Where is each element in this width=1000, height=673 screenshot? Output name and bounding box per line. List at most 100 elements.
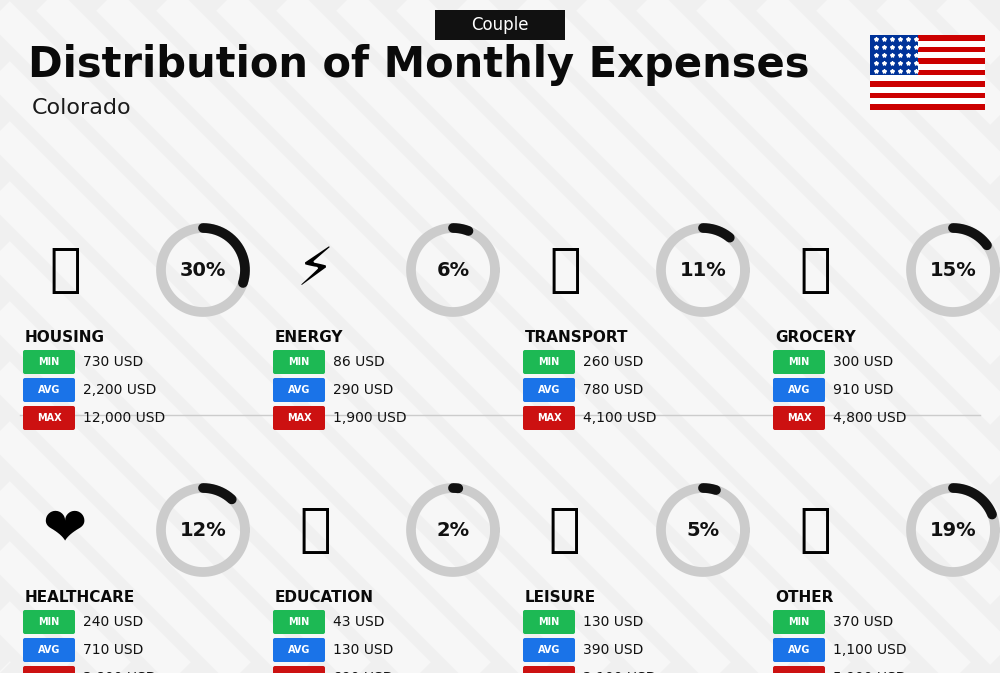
FancyBboxPatch shape: [870, 52, 985, 58]
Text: 4,100 USD: 4,100 USD: [583, 411, 656, 425]
Text: 12%: 12%: [180, 520, 226, 540]
FancyBboxPatch shape: [273, 406, 325, 430]
Text: 4,800 USD: 4,800 USD: [833, 411, 906, 425]
Text: Colorado: Colorado: [32, 98, 132, 118]
Text: HEALTHCARE: HEALTHCARE: [25, 590, 135, 605]
Text: 390 USD: 390 USD: [583, 643, 643, 657]
Text: 780 USD: 780 USD: [583, 383, 643, 397]
Text: 🚌: 🚌: [549, 244, 581, 296]
FancyBboxPatch shape: [523, 666, 575, 673]
FancyBboxPatch shape: [523, 610, 575, 634]
FancyBboxPatch shape: [870, 58, 985, 64]
FancyBboxPatch shape: [870, 75, 985, 81]
Text: 5,900 USD: 5,900 USD: [833, 671, 906, 673]
FancyBboxPatch shape: [870, 35, 918, 75]
FancyBboxPatch shape: [773, 610, 825, 634]
FancyBboxPatch shape: [870, 87, 985, 93]
Text: MIN: MIN: [538, 357, 560, 367]
Text: AVG: AVG: [38, 645, 60, 655]
FancyBboxPatch shape: [435, 10, 565, 40]
Text: 260 USD: 260 USD: [583, 355, 643, 369]
Text: MIN: MIN: [288, 357, 310, 367]
Text: MIN: MIN: [538, 617, 560, 627]
Text: MAX: MAX: [537, 413, 561, 423]
FancyBboxPatch shape: [870, 98, 985, 104]
Text: AVG: AVG: [38, 385, 60, 395]
Text: 3,800 USD: 3,800 USD: [83, 671, 156, 673]
Text: MIN: MIN: [288, 617, 310, 627]
Text: AVG: AVG: [288, 385, 310, 395]
FancyBboxPatch shape: [523, 350, 575, 374]
Text: MIN: MIN: [38, 357, 60, 367]
FancyBboxPatch shape: [273, 638, 325, 662]
FancyBboxPatch shape: [870, 69, 985, 75]
Text: MIN: MIN: [788, 357, 810, 367]
FancyBboxPatch shape: [870, 35, 985, 110]
Text: 130 USD: 130 USD: [583, 615, 643, 629]
FancyBboxPatch shape: [273, 350, 325, 374]
Text: LEISURE: LEISURE: [525, 590, 596, 605]
Text: MAX: MAX: [287, 413, 311, 423]
Text: HOUSING: HOUSING: [25, 330, 105, 345]
Text: 12,000 USD: 12,000 USD: [83, 411, 165, 425]
FancyBboxPatch shape: [773, 638, 825, 662]
Text: ❤️: ❤️: [43, 504, 87, 556]
FancyBboxPatch shape: [773, 406, 825, 430]
FancyBboxPatch shape: [870, 35, 985, 41]
Text: 30%: 30%: [180, 260, 226, 279]
FancyBboxPatch shape: [870, 64, 985, 69]
FancyBboxPatch shape: [273, 666, 325, 673]
Text: 15%: 15%: [930, 260, 976, 279]
Text: EDUCATION: EDUCATION: [275, 590, 374, 605]
Text: OTHER: OTHER: [775, 590, 833, 605]
FancyBboxPatch shape: [273, 378, 325, 402]
FancyBboxPatch shape: [773, 378, 825, 402]
Text: AVG: AVG: [788, 645, 810, 655]
Text: TRANSPORT: TRANSPORT: [525, 330, 629, 345]
Text: 💰: 💰: [799, 504, 831, 556]
FancyBboxPatch shape: [273, 610, 325, 634]
Text: 5%: 5%: [686, 520, 720, 540]
Text: 240 USD: 240 USD: [83, 615, 143, 629]
FancyBboxPatch shape: [23, 666, 75, 673]
Text: 910 USD: 910 USD: [833, 383, 894, 397]
Text: ⚡: ⚡: [296, 244, 334, 296]
Text: 710 USD: 710 USD: [83, 643, 143, 657]
Text: AVG: AVG: [288, 645, 310, 655]
Text: 690 USD: 690 USD: [333, 671, 394, 673]
FancyBboxPatch shape: [523, 638, 575, 662]
FancyBboxPatch shape: [523, 406, 575, 430]
Text: 1,100 USD: 1,100 USD: [833, 643, 907, 657]
Text: GROCERY: GROCERY: [775, 330, 856, 345]
FancyBboxPatch shape: [23, 378, 75, 402]
Text: AVG: AVG: [788, 385, 810, 395]
FancyBboxPatch shape: [773, 350, 825, 374]
Text: 🎓: 🎓: [299, 504, 331, 556]
Text: 🛍️: 🛍️: [549, 504, 581, 556]
FancyBboxPatch shape: [870, 104, 985, 110]
FancyBboxPatch shape: [870, 41, 985, 46]
FancyBboxPatch shape: [773, 666, 825, 673]
Text: ENERGY: ENERGY: [275, 330, 344, 345]
Text: 🏢: 🏢: [49, 244, 81, 296]
FancyBboxPatch shape: [23, 610, 75, 634]
FancyBboxPatch shape: [23, 406, 75, 430]
Text: 43 USD: 43 USD: [333, 615, 384, 629]
Text: MAX: MAX: [37, 413, 61, 423]
FancyBboxPatch shape: [870, 93, 985, 98]
FancyBboxPatch shape: [23, 638, 75, 662]
Text: 🛒: 🛒: [799, 244, 831, 296]
Text: MIN: MIN: [38, 617, 60, 627]
Text: 2,200 USD: 2,200 USD: [83, 383, 156, 397]
FancyBboxPatch shape: [23, 350, 75, 374]
Text: 730 USD: 730 USD: [83, 355, 143, 369]
Text: MAX: MAX: [787, 413, 811, 423]
Text: 11%: 11%: [680, 260, 726, 279]
Text: 19%: 19%: [930, 520, 976, 540]
FancyBboxPatch shape: [870, 81, 985, 87]
Text: 290 USD: 290 USD: [333, 383, 393, 397]
Text: 6%: 6%: [436, 260, 470, 279]
Text: 1,900 USD: 1,900 USD: [333, 411, 407, 425]
Text: AVG: AVG: [538, 385, 560, 395]
FancyBboxPatch shape: [870, 46, 985, 52]
